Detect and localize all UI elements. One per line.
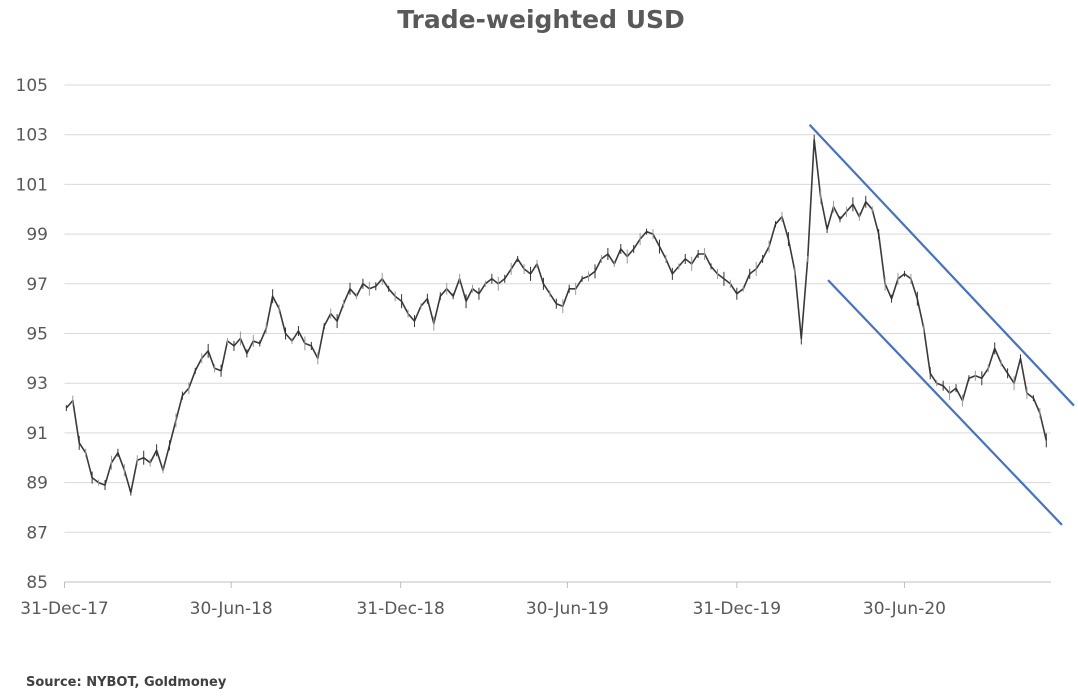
y-tick-label: 91 — [26, 424, 48, 444]
y-tick-label: 85 — [26, 573, 48, 593]
source-note: Source: NYBOT, Goldmoney — [26, 675, 227, 690]
x-tick-label: 30-Jun-20 — [863, 599, 946, 619]
x-tick-label: 31-Dec-19 — [693, 599, 781, 619]
y-tick-label: 105 — [16, 76, 48, 96]
gridlines — [64, 84, 1051, 583]
lower-channel-trend-line — [827, 279, 1063, 526]
x-axis-ticks: 31-Dec-17 30-Jun-18 31-Dec-18 30-Jun-19 31-D… — [20, 582, 946, 619]
y-tick-label: 99 — [26, 225, 48, 245]
y-axis-ticks: 85 87 89 91 93 95 97 99 101 103 105 — [16, 76, 48, 593]
x-tick-label: 31-Dec-17 — [20, 599, 108, 619]
y-tick-label: 89 — [26, 474, 48, 494]
x-tick-label: 31-Dec-18 — [356, 599, 444, 619]
x-tick-label: 30-Jun-19 — [526, 599, 609, 619]
y-tick-label: 97 — [26, 275, 48, 295]
y-tick-label: 103 — [16, 126, 48, 146]
chart-title: Trade-weighted USD — [397, 5, 685, 34]
x-tick-label: 30-Jun-18 — [190, 599, 273, 619]
series-line — [65, 138, 1048, 494]
y-tick-label: 93 — [26, 374, 48, 394]
upper-channel-trend-line — [808, 124, 1075, 407]
trend-lines — [808, 124, 1075, 526]
series-layer — [65, 134, 1048, 496]
y-tick-label: 101 — [16, 175, 48, 195]
y-tick-label: 87 — [26, 523, 48, 543]
y-tick-label: 95 — [26, 325, 48, 345]
